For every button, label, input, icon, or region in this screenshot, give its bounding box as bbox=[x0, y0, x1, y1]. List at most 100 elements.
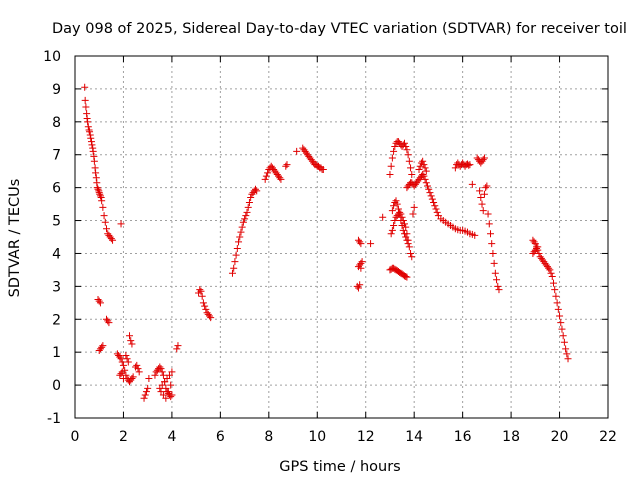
data-point bbox=[391, 143, 399, 150]
data-point bbox=[264, 169, 272, 177]
data-point bbox=[245, 198, 253, 206]
data-point bbox=[478, 200, 486, 208]
data-point bbox=[277, 175, 285, 183]
data-point bbox=[235, 238, 243, 246]
data-point bbox=[228, 269, 236, 277]
data-point bbox=[479, 207, 487, 215]
data-point bbox=[490, 259, 498, 267]
data-point bbox=[480, 190, 488, 198]
data-point bbox=[403, 273, 411, 281]
data-point bbox=[159, 371, 167, 379]
data-point bbox=[480, 154, 488, 162]
data-point bbox=[201, 302, 209, 310]
data-point bbox=[276, 174, 284, 182]
data-point bbox=[117, 220, 125, 228]
data-point bbox=[135, 368, 143, 376]
data-point bbox=[535, 249, 543, 257]
y-tick-label: 8 bbox=[52, 115, 61, 131]
data-point bbox=[471, 231, 479, 239]
data-point bbox=[244, 203, 252, 211]
data-point bbox=[402, 272, 410, 280]
data-point bbox=[390, 202, 398, 210]
data-point bbox=[116, 353, 124, 361]
data-point bbox=[553, 299, 561, 307]
data-point bbox=[354, 284, 362, 292]
x-tick-label: 4 bbox=[167, 429, 176, 445]
data-point bbox=[410, 203, 418, 211]
data-point bbox=[484, 210, 492, 218]
data-point bbox=[482, 184, 490, 192]
axis-ticks bbox=[74, 55, 609, 419]
data-point bbox=[390, 221, 398, 229]
x-tick-label: 18 bbox=[502, 429, 520, 445]
data-point bbox=[104, 317, 112, 325]
data-point bbox=[494, 282, 502, 290]
data-point bbox=[84, 118, 92, 126]
data-point bbox=[426, 189, 434, 197]
x-tick-label: 14 bbox=[405, 429, 423, 445]
data-point bbox=[239, 218, 247, 226]
x-tick-label: 20 bbox=[551, 429, 569, 445]
data-point bbox=[403, 146, 411, 154]
y-tick-label: 5 bbox=[52, 214, 61, 230]
data-point bbox=[393, 200, 401, 208]
data-point bbox=[196, 286, 204, 294]
data-point bbox=[407, 164, 415, 172]
data-point bbox=[82, 103, 90, 111]
data-point bbox=[242, 212, 250, 220]
data-point bbox=[134, 365, 142, 373]
data-point bbox=[119, 375, 127, 383]
data-point bbox=[241, 215, 249, 223]
data-point bbox=[420, 172, 428, 180]
data-point bbox=[451, 164, 459, 172]
data-point bbox=[397, 217, 405, 225]
y-tick-label: 6 bbox=[52, 181, 61, 197]
data-point bbox=[399, 226, 407, 234]
data-point bbox=[231, 258, 239, 266]
data-point bbox=[547, 269, 555, 277]
data-point bbox=[402, 143, 410, 150]
y-tick-label: 4 bbox=[52, 246, 61, 262]
data-point bbox=[560, 338, 568, 346]
data-point bbox=[157, 365, 165, 373]
data-point bbox=[409, 210, 417, 218]
data-point bbox=[167, 393, 175, 401]
y-tick-label: -1 bbox=[47, 411, 61, 427]
data-point bbox=[198, 292, 206, 300]
data-point bbox=[428, 195, 436, 203]
data-point bbox=[404, 151, 412, 159]
data-point bbox=[424, 182, 432, 190]
data-point bbox=[556, 312, 564, 320]
data-point bbox=[90, 157, 98, 165]
data-point bbox=[283, 161, 291, 169]
data-point bbox=[253, 187, 261, 195]
data-point bbox=[405, 243, 413, 251]
chart-title: Day 098 of 2025, Sidereal Day-to-day VTE… bbox=[52, 21, 627, 37]
data-point bbox=[402, 233, 410, 241]
data-point bbox=[407, 249, 415, 257]
data-point bbox=[129, 373, 137, 381]
data-point bbox=[488, 240, 496, 248]
data-point bbox=[408, 253, 416, 261]
x-tick-labels: 0 2 4 6 8 10 12 14 16 18 20 22 bbox=[71, 429, 617, 445]
data-point bbox=[387, 230, 395, 238]
data-point bbox=[140, 394, 148, 402]
data-point bbox=[92, 169, 100, 177]
data-point bbox=[554, 305, 562, 313]
data-point bbox=[396, 210, 404, 218]
data-point bbox=[491, 269, 499, 277]
data-point bbox=[105, 319, 113, 327]
data-point bbox=[357, 259, 365, 267]
data-point bbox=[117, 370, 125, 378]
data-point bbox=[558, 325, 566, 333]
data-point bbox=[564, 355, 572, 363]
data-point bbox=[388, 226, 396, 234]
y-tick-label: 9 bbox=[52, 82, 61, 98]
grid bbox=[75, 56, 608, 418]
data-point bbox=[392, 197, 400, 205]
x-tick-label: 0 bbox=[71, 429, 80, 445]
data-point bbox=[168, 391, 176, 399]
data-point bbox=[119, 361, 127, 369]
data-point bbox=[477, 194, 485, 202]
y-tick-label: 7 bbox=[52, 148, 61, 164]
